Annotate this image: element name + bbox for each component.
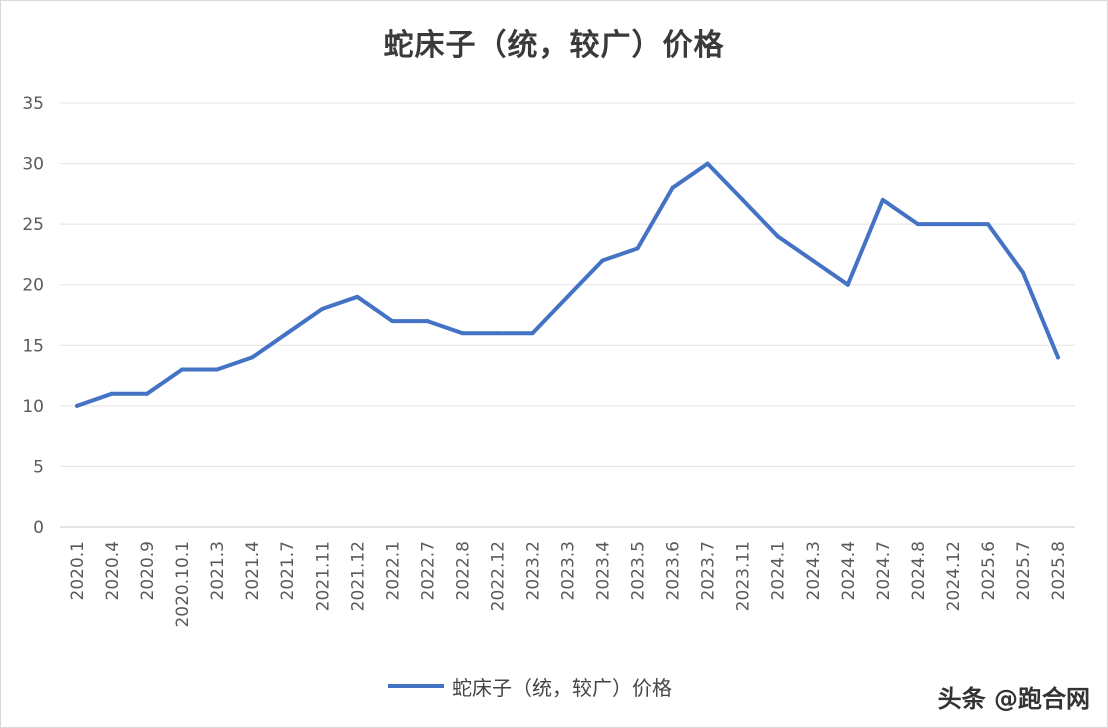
legend-line-swatch xyxy=(388,684,444,688)
y-tick-label-20: 20 xyxy=(22,276,44,296)
data-point xyxy=(775,234,780,239)
data-point xyxy=(915,222,920,227)
x-tick-label: 2020.1 xyxy=(68,541,88,600)
x-tick-label: 2021.3 xyxy=(208,541,228,600)
x-tick-label: 2025.6 xyxy=(979,541,999,600)
x-tick-label: 2022.1 xyxy=(383,541,403,600)
y-axis-ticks: 0 5 10 15 20 25 30 35 xyxy=(22,94,44,538)
data-point xyxy=(425,319,430,324)
x-tick-label: 2023.4 xyxy=(594,541,614,600)
data-point xyxy=(1020,270,1025,275)
data-point xyxy=(985,222,990,227)
x-tick-label: 2020.4 xyxy=(103,541,123,600)
y-tick-label-10: 10 xyxy=(22,397,44,417)
data-point xyxy=(880,197,885,202)
x-axis-ticks: 2020.1 2020.4 2020.9 2020.10.1 2021.3 2021.4 2… xyxy=(68,541,1069,628)
x-tick-label: 2023.2 xyxy=(523,541,543,600)
data-point xyxy=(75,403,79,408)
data-point xyxy=(705,161,710,166)
x-tick-label: 2021.12 xyxy=(348,541,368,611)
data-point xyxy=(565,294,570,299)
data-point xyxy=(670,185,675,190)
data-point xyxy=(390,319,395,324)
gridlines xyxy=(60,102,1075,528)
data-point xyxy=(1056,355,1060,360)
x-tick-label: 2021.4 xyxy=(243,541,263,600)
y-tick-label-30: 30 xyxy=(22,155,44,175)
x-tick-label: 2023.7 xyxy=(699,541,719,600)
data-point xyxy=(530,331,535,336)
data-point xyxy=(250,355,255,360)
data-point xyxy=(950,222,955,227)
x-tick-label: 2025.7 xyxy=(1014,541,1034,600)
x-tick-label: 2022.7 xyxy=(418,541,438,600)
x-tick-label: 2020.10.1 xyxy=(173,541,193,628)
data-point xyxy=(285,331,290,336)
x-tick-label: 2023.5 xyxy=(629,541,649,600)
x-tick-label: 2020.9 xyxy=(138,541,158,600)
data-point xyxy=(600,258,605,263)
x-tick-label: 2023.11 xyxy=(734,541,754,611)
series-group xyxy=(75,161,1060,408)
x-tick-label: 2024.4 xyxy=(839,541,859,600)
x-tick-label: 2021.7 xyxy=(278,541,298,600)
data-point xyxy=(320,306,325,311)
data-point xyxy=(180,367,185,372)
data-point xyxy=(145,391,150,396)
data-point xyxy=(355,294,360,299)
x-tick-label: 2024.1 xyxy=(769,541,789,600)
x-tick-label: 2021.11 xyxy=(313,541,333,611)
x-tick-label: 2024.8 xyxy=(909,541,929,600)
data-point xyxy=(635,246,640,251)
y-tick-label-25: 25 xyxy=(22,215,44,235)
data-point xyxy=(810,258,815,263)
x-tick-label: 2023.6 xyxy=(664,541,684,600)
x-tick-label: 2025.8 xyxy=(1049,541,1069,600)
x-tick-label: 2024.3 xyxy=(804,541,824,600)
legend-label: 蛇床子（统，较广）价格 xyxy=(452,675,672,700)
y-tick-label-15: 15 xyxy=(22,336,44,356)
x-tick-label: 2023.3 xyxy=(559,541,579,600)
data-point xyxy=(110,391,115,396)
y-tick-label-5: 5 xyxy=(33,457,44,477)
watermark: 头条 @跑合网 xyxy=(937,685,1090,713)
data-point xyxy=(740,197,745,202)
chart-title: 蛇床子（统，较广）价格 xyxy=(383,28,725,63)
legend[interactable]: 蛇床子（统，较广）价格 xyxy=(388,672,672,700)
data-point xyxy=(495,331,500,336)
data-point xyxy=(215,367,220,372)
x-tick-label: 2022.8 xyxy=(453,541,473,600)
x-tick-label: 2022.12 xyxy=(488,541,508,611)
y-tick-label-35: 35 xyxy=(22,94,44,114)
data-point xyxy=(460,331,465,336)
x-tick-label: 2024.7 xyxy=(874,541,894,600)
x-tick-label: 2024.12 xyxy=(944,541,964,611)
y-tick-label-0: 0 xyxy=(33,518,44,538)
data-point xyxy=(845,282,850,287)
